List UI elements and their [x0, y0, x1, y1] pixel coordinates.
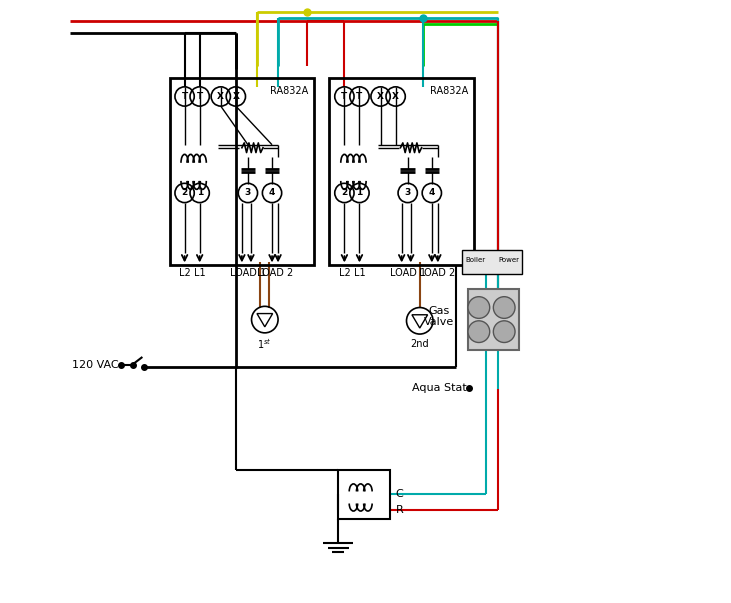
- Text: L1: L1: [354, 268, 366, 279]
- Text: Boiler: Boiler: [465, 257, 485, 264]
- Text: LOAD 2: LOAD 2: [257, 268, 293, 279]
- Text: LOAD 1: LOAD 1: [230, 268, 266, 279]
- Text: X: X: [232, 92, 239, 101]
- Text: X: X: [377, 92, 384, 101]
- Circle shape: [468, 297, 490, 318]
- Text: 4: 4: [428, 189, 435, 197]
- Text: 1: 1: [197, 189, 202, 197]
- Text: L2: L2: [338, 268, 350, 279]
- Text: L2: L2: [178, 268, 191, 279]
- Text: L1: L1: [194, 268, 205, 279]
- Text: X: X: [392, 92, 399, 101]
- Text: T: T: [341, 92, 347, 101]
- Text: LOAD 1: LOAD 1: [390, 268, 425, 279]
- Text: T: T: [181, 92, 188, 101]
- Text: Aqua Stat: Aqua Stat: [412, 383, 466, 393]
- Text: R: R: [395, 505, 404, 514]
- Text: 2: 2: [181, 189, 188, 197]
- Text: 4: 4: [269, 189, 276, 197]
- Text: RA832A: RA832A: [430, 86, 468, 96]
- Circle shape: [493, 321, 515, 343]
- Text: 3: 3: [245, 189, 251, 197]
- Text: 3: 3: [404, 189, 411, 197]
- Text: 2: 2: [341, 189, 347, 197]
- Text: T: T: [197, 92, 202, 101]
- Text: 120 VAC: 120 VAC: [72, 360, 118, 370]
- Circle shape: [493, 297, 515, 318]
- Text: LOAD 2: LOAD 2: [419, 268, 455, 279]
- Circle shape: [468, 321, 490, 343]
- Text: X: X: [217, 92, 224, 101]
- FancyBboxPatch shape: [468, 289, 519, 350]
- Text: 2nd: 2nd: [411, 339, 429, 349]
- Text: Gas
Valve: Gas Valve: [424, 306, 454, 327]
- Text: T: T: [356, 92, 363, 101]
- Text: Power: Power: [498, 257, 519, 264]
- Text: RA832A: RA832A: [270, 86, 308, 96]
- Text: 1$^{st}$: 1$^{st}$: [257, 338, 272, 352]
- Text: C: C: [395, 490, 404, 499]
- FancyBboxPatch shape: [462, 250, 522, 274]
- Text: 1: 1: [356, 189, 363, 197]
